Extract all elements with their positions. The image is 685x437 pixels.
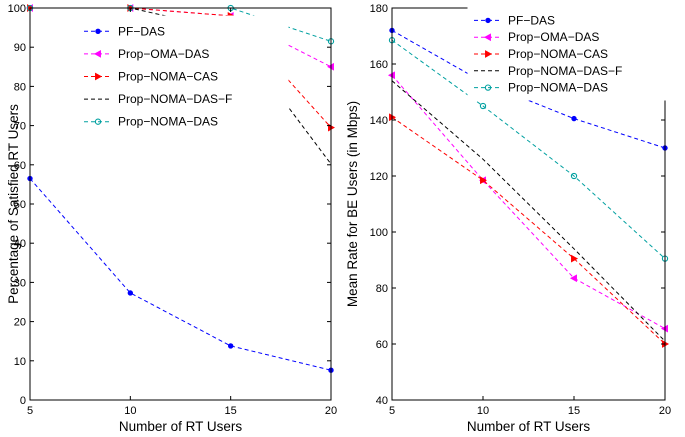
series-1 bbox=[27, 175, 334, 373]
legend-item: Prop−NOMA−DAS bbox=[474, 81, 608, 95]
y-tick-label: 160 bbox=[370, 59, 388, 71]
data-point bbox=[570, 172, 578, 180]
x-tick-label: 5 bbox=[27, 405, 33, 417]
y-tick-label: 80 bbox=[14, 81, 26, 93]
y-tick-label: 0 bbox=[20, 395, 26, 407]
legend-item: Prop−NOMA−DAS−F bbox=[84, 92, 232, 106]
series-line bbox=[391, 39, 666, 259]
legend-marker bbox=[483, 33, 491, 42]
legend: PF−DAS Prop−OMA−DAS Prop−NOMA−CAS Prop−NOMA… bbox=[77, 15, 289, 138]
y-tick-label: 60 bbox=[14, 160, 26, 172]
x-tick-label: 10 bbox=[124, 405, 136, 417]
series-3 bbox=[389, 113, 670, 348]
legend-item: Prop−NOMA−DAS−F bbox=[474, 64, 622, 78]
y-tick-label: 120 bbox=[370, 171, 388, 183]
legend-item: PF−DAS bbox=[474, 13, 555, 27]
data-point bbox=[227, 343, 234, 349]
x-tick-label: 15 bbox=[225, 405, 237, 417]
legend-item: Prop−OMA−DAS bbox=[84, 47, 209, 61]
y-tick-label: 90 bbox=[14, 42, 26, 54]
data-point bbox=[479, 102, 487, 110]
y-tick-label: 100 bbox=[370, 227, 388, 239]
chart-2: 5 10 15 20 40 60 80 100 120 140 160 180 Number of RT… bbox=[345, 3, 671, 434]
legend-item: Prop−NOMA−CAS bbox=[474, 47, 608, 61]
x-tick-label: 5 bbox=[389, 405, 395, 417]
x-tick-label: 15 bbox=[568, 405, 580, 417]
legend-item: Prop−NOMA−CAS bbox=[84, 70, 218, 84]
series-line bbox=[391, 29, 666, 149]
y-tick-label: 100 bbox=[8, 3, 26, 15]
legend-box bbox=[77, 15, 289, 138]
series-line bbox=[391, 116, 666, 345]
legend-marker bbox=[94, 118, 102, 125]
y-tick-label: 180 bbox=[370, 3, 388, 15]
x-tick-label: 20 bbox=[325, 405, 337, 417]
legend-label: Prop−NOMA−CAS bbox=[508, 47, 608, 61]
legend-marker bbox=[95, 28, 101, 34]
y-tick-label: 70 bbox=[14, 121, 26, 133]
legend-item: Prop−OMA−DAS bbox=[474, 30, 599, 44]
legend-label: PF−DAS bbox=[118, 24, 165, 38]
y-tick-label: 10 bbox=[14, 356, 26, 368]
legend-box bbox=[467, 7, 666, 101]
data-point bbox=[571, 254, 579, 263]
y-tick-label: 60 bbox=[376, 339, 388, 351]
legend-marker bbox=[95, 72, 103, 81]
series-line bbox=[29, 178, 332, 371]
legend: PF−DAS Prop−OMA−DAS Prop−NOMA−CAS Prop−NOMA… bbox=[467, 7, 666, 101]
y-tick-label: 140 bbox=[370, 115, 388, 127]
x-axis-label: Number of RT Users bbox=[467, 419, 591, 434]
legend-label: Prop−OMA−DAS bbox=[118, 47, 209, 61]
legend-item: Prop−NOMA−DAS bbox=[84, 115, 218, 129]
series-4 bbox=[391, 80, 666, 342]
y-tick-label: 40 bbox=[14, 238, 26, 250]
legend-label: Prop−NOMA−DAS bbox=[118, 115, 218, 129]
y-tick-label: 30 bbox=[14, 277, 26, 289]
legend-marker bbox=[485, 17, 491, 24]
legend-marker bbox=[484, 84, 492, 91]
legend-label: PF−DAS bbox=[508, 13, 555, 27]
data-point bbox=[571, 115, 577, 122]
y-tick-label: 80 bbox=[376, 283, 388, 295]
legend-label: Prop−NOMA−DAS−F bbox=[508, 64, 622, 78]
legend-label: Prop−OMA−DAS bbox=[508, 30, 599, 44]
y-tick-label: 40 bbox=[376, 395, 388, 407]
series-line bbox=[391, 80, 666, 342]
legend-marker bbox=[485, 50, 493, 58]
legend-label: Prop−NOMA−DAS−F bbox=[118, 92, 232, 106]
data-point bbox=[569, 274, 577, 283]
chart-1: 5 10 15 20 0 10 20 30 40 50 60 70 80 90 100 Number of R… bbox=[6, 3, 337, 434]
legend-label: Prop−NOMA−DAS bbox=[508, 81, 608, 95]
x-tick-label: 20 bbox=[659, 405, 671, 417]
legend-item: PF−DAS bbox=[84, 24, 165, 38]
legend-label: Prop−NOMA−CAS bbox=[118, 70, 218, 84]
y-axis-label: Percentage of Satisfied RT Users bbox=[6, 104, 21, 304]
x-tick-label: 10 bbox=[477, 405, 489, 417]
series-2 bbox=[387, 71, 668, 333]
data-point bbox=[480, 176, 488, 185]
data-point bbox=[127, 290, 134, 296]
y-axis-label: Mean Rate for BE Users (in Mbps) bbox=[345, 101, 360, 307]
y-tick-label: 50 bbox=[14, 199, 26, 211]
x-axis-label: Number of RT Users bbox=[119, 419, 243, 434]
y-tick-label: 20 bbox=[14, 317, 26, 329]
legend-marker bbox=[93, 50, 101, 58]
series-line bbox=[391, 74, 666, 330]
